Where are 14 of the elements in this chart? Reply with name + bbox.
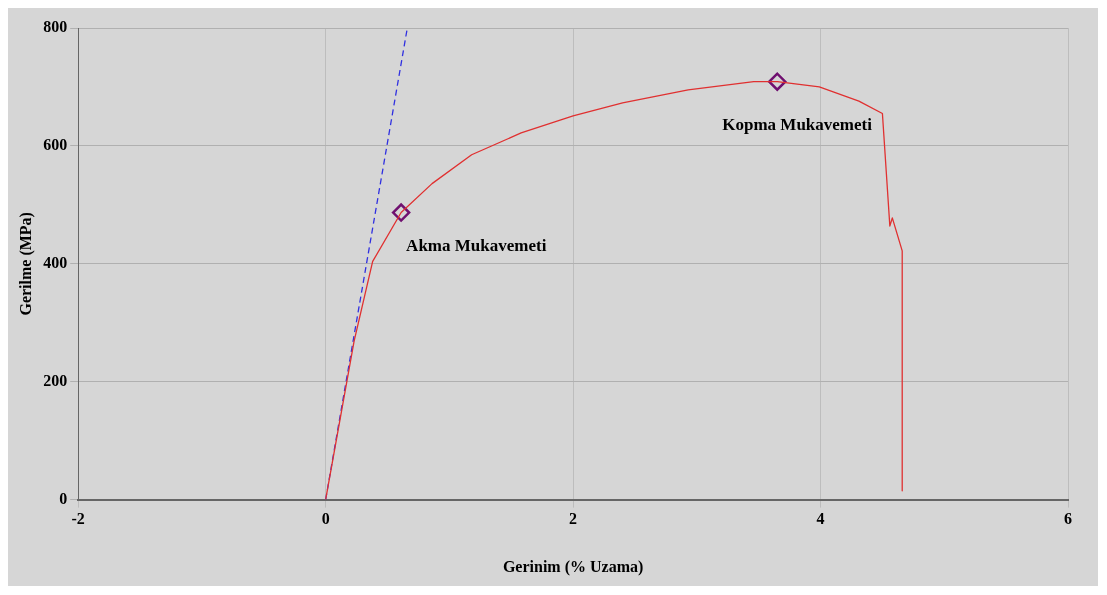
y-tick-label: 0	[59, 489, 68, 507]
x-tick-label: 6	[1064, 510, 1072, 528]
y-axis-title: Gerilme (MPa)	[16, 212, 35, 316]
x-tick-label: 0	[321, 510, 330, 528]
x-tick-label: -2	[71, 510, 85, 528]
y-tick-label: 400	[43, 253, 68, 271]
annotation: Kopma Mukavemeti	[722, 114, 873, 134]
y-tick-label: 800	[43, 18, 68, 36]
x-axis-title: Gerinim (% Uzama)	[502, 557, 644, 576]
x-tick-label: 4	[816, 510, 825, 528]
x-tick-label: 2	[569, 510, 578, 528]
annotation: Akma Mukavemeti	[406, 235, 547, 255]
y-tick-label: 600	[43, 136, 68, 154]
y-tick-label: 200	[43, 371, 68, 389]
